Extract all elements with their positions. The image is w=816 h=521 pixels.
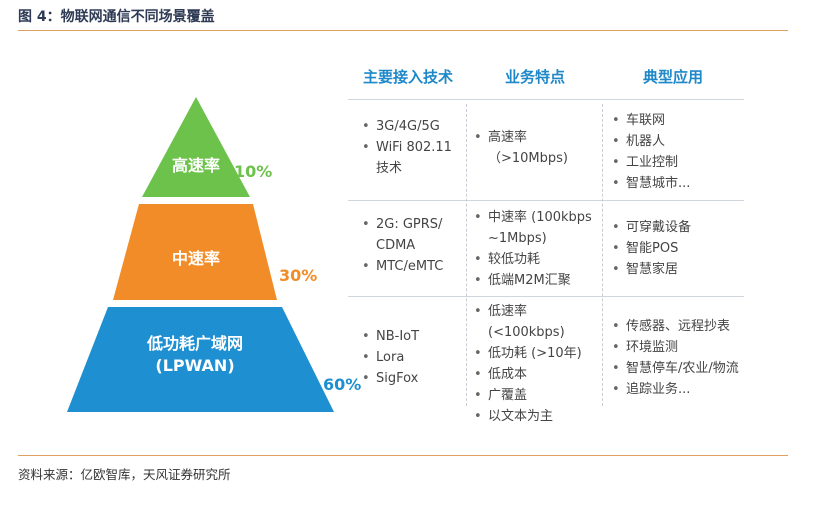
list-item: 传感器、远程抄表 <box>612 316 762 337</box>
tier-low-sublabel: (LPWAN) <box>155 356 235 375</box>
list-item: 3G/4G/5G <box>362 116 462 137</box>
list-item: 智慧停车/农业/物流 <box>612 358 762 379</box>
top-divider <box>18 30 788 31</box>
list-item: 智能POS <box>612 238 746 259</box>
list-item: 低速率 (<100kbps) <box>474 301 602 343</box>
tech-list-high: 3G/4G/5G WiFi 802.11 技术 <box>362 116 462 179</box>
app-list-mid: 可穿戴设备 智能POS 智慧家居 <box>612 217 746 280</box>
tech-list-low: NB-IoT Lora SigFox <box>362 326 462 389</box>
list-item: 机器人 <box>612 131 746 152</box>
list-item: 低成本 <box>474 364 602 385</box>
row-divider <box>348 200 744 201</box>
row-divider <box>348 99 744 100</box>
app-list-low: 传感器、远程抄表 环境监测 智慧停车/农业/物流 追踪业务... <box>612 316 762 400</box>
bottom-divider <box>18 455 788 456</box>
pyramid-tier-mid <box>113 204 277 300</box>
list-item: MTC/eMTC <box>362 256 462 277</box>
tier-mid-label: 中速率 <box>171 249 220 268</box>
list-item: 以文本为主 <box>474 406 602 427</box>
list-item: 追踪业务... <box>612 379 762 400</box>
row-divider <box>348 296 744 297</box>
list-item: NB-IoT <box>362 326 462 347</box>
pyramid-diagram <box>67 97 334 412</box>
feature-list-low: 低速率 (<100kbps) 低功耗 (>10年) 低成本 广覆盖 以文本为主 <box>474 301 602 427</box>
tier-low-label: 低功耗广域网 <box>146 334 243 353</box>
header-app: 典型应用 <box>642 68 703 86</box>
list-item: 低功耗 (>10年) <box>474 343 602 364</box>
pyramid-tier-high <box>142 97 250 197</box>
tier-high-percent: 10% <box>234 162 273 181</box>
list-item: 低端M2M汇聚 <box>474 270 600 291</box>
tier-low-percent: 60% <box>323 375 362 394</box>
list-item: 广覆盖 <box>474 385 602 406</box>
header-tech: 主要接入技术 <box>362 68 453 86</box>
pyramid-tier-low <box>67 307 334 412</box>
tech-list-mid: 2G: GPRS/ CDMA MTC/eMTC <box>362 214 462 277</box>
list-item: 智慧城市... <box>612 173 746 194</box>
feature-list-high: 高速率（>10Mbps) <box>474 127 598 169</box>
list-item: 高速率（>10Mbps) <box>474 127 598 169</box>
source-note: 资料来源：亿欧智库，天风证券研究所 <box>18 467 231 482</box>
list-item: SigFox <box>362 368 462 389</box>
header-feature: 业务特点 <box>504 68 565 86</box>
list-item: 中速率 (100kbps ~1Mbps) <box>474 207 600 249</box>
list-item: 智慧家居 <box>612 259 746 280</box>
app-list-high: 车联网 机器人 工业控制 智慧城市... <box>612 110 746 194</box>
list-item: 可穿戴设备 <box>612 217 746 238</box>
list-item: WiFi 802.11 技术 <box>362 137 462 179</box>
list-item: 车联网 <box>612 110 746 131</box>
list-item: 环境监测 <box>612 337 762 358</box>
list-item: 2G: GPRS/ CDMA <box>362 214 462 256</box>
column-divider <box>602 104 603 406</box>
list-item: Lora <box>362 347 462 368</box>
tier-mid-percent: 30% <box>279 266 318 285</box>
list-item: 工业控制 <box>612 152 746 173</box>
feature-list-mid: 中速率 (100kbps ~1Mbps) 较低功耗 低端M2M汇聚 <box>474 207 600 291</box>
tier-high-label: 高速率 <box>171 156 220 175</box>
column-divider <box>466 104 467 406</box>
list-item: 较低功耗 <box>474 249 600 270</box>
figure-title: 图 4：物联网通信不同场景覆盖 <box>18 9 215 25</box>
